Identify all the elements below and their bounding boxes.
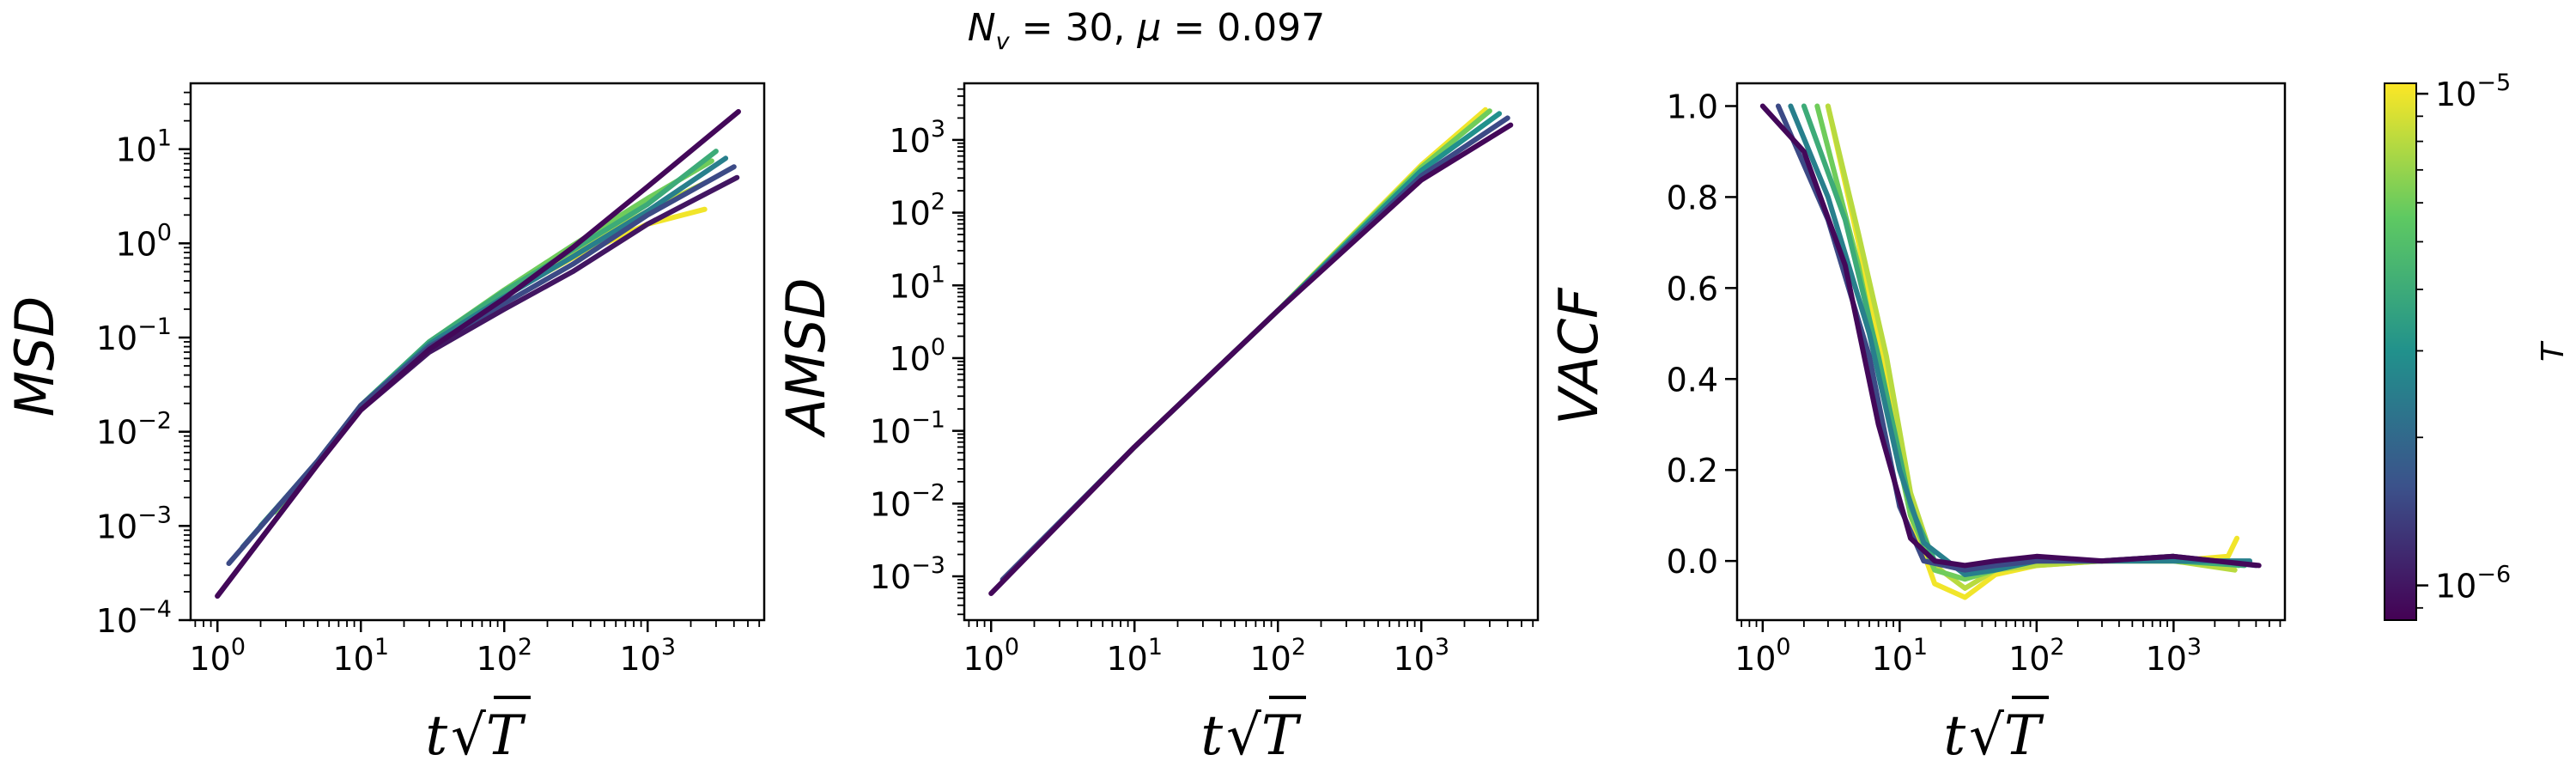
title-mu: μ [1136,6,1161,50]
vacf-xlabel: t√T [1943,704,2044,768]
x-tick-label: 100 [963,634,1019,678]
y-tick-label: 103 [889,116,945,160]
msd-lines [215,109,741,599]
series-line-4 [988,122,1514,596]
x-tick-label: 101 [1106,634,1163,678]
y-tick-label: 101 [889,261,945,305]
vacf-lines [1759,103,2262,600]
x-tick-label: 102 [1249,634,1306,678]
plot-frame [1735,82,2287,622]
series-line-0 [283,206,708,508]
series-line-5 [1776,103,2259,573]
series-line-1 [1825,103,2238,591]
colorbar: 10−5 10−6 T [2384,70,2571,621]
plot-frame [963,82,1540,622]
x-tick-label: 100 [189,634,246,678]
x-tick-label: 101 [332,634,389,678]
colorbar-tick-label: 10−5 [2435,70,2511,113]
amsd-xlabel: t√T [1200,704,1302,768]
y-tick-label: 10−3 [870,552,945,596]
x-tick-label: 100 [1735,634,1791,678]
msd-panel: 100 101 102 103 10−4 10−3 10−2 10−1 100 101 MSD t… [3,82,766,768]
series-line-4 [240,155,729,550]
title-eq1: = 30, [1010,6,1138,50]
y-tick-label: 10−1 [96,313,172,357]
y-tick-label: 0.2 [1667,452,1718,490]
x-tick-label: 101 [1872,634,1929,678]
x-tick-label: 103 [1393,634,1449,678]
title-n-sub: v [996,28,1011,55]
y-tick-label: 0.0 [1667,543,1718,581]
y-tick-label: 10−1 [870,407,945,451]
msd-xlabel: t√T [425,704,526,768]
msd-axes: 100 101 102 103 10−4 10−3 10−2 10−1 100 101 [96,82,766,678]
x-tick-label: 103 [2146,634,2202,678]
y-tick-label: 100 [115,219,172,263]
series-line-2 [1024,111,1503,557]
y-tick-label: 101 [115,125,172,169]
series-line-3 [258,149,719,529]
amsd-ylabel: AMSD [775,277,837,438]
vacf-panel: 100 101 102 103 0.0 0.2 0.4 0.6 0.8 1.0 VACF t√T [1547,82,2287,768]
amsd-panel: 100 101 102 103 10−3 10−2 10−1 100 101 102 103 AMS… [775,82,1540,768]
y-tick-label: 100 [889,334,945,378]
x-tick-label: 102 [2008,634,2065,678]
amsd-lines [988,107,1514,596]
series-line-5 [226,164,737,566]
series-line-7 [215,109,741,599]
colorbar-gradient [2384,82,2417,621]
msd-ylabel: MSD [3,296,66,417]
colorbar-label: T [2536,340,2571,362]
title-n: N [968,6,996,50]
y-tick-label: 1.0 [1667,88,1718,125]
x-tick-label: 103 [619,634,676,678]
y-tick-label: 10−3 [96,502,172,545]
y-tick-label: 10−4 [96,596,172,640]
title-eq2: = 0.097 [1161,6,1325,50]
y-tick-label: 102 [889,189,945,233]
y-tick-label: 10−2 [96,408,172,452]
vacf-axes: 100 101 102 103 0.0 0.2 0.4 0.6 0.8 1.0 [1667,82,2287,678]
colorbar-ticks: 10−5 10−6 [2416,70,2511,609]
y-tick-label: 0.8 [1667,179,1718,216]
series-line-3 [999,115,1510,582]
y-tick-label: 0.6 [1667,270,1718,307]
x-tick-label: 102 [476,634,532,678]
series-line-0 [1825,103,2240,600]
series-line-6 [215,174,740,599]
figure-title: Nv = 30, μ = 0.097 [968,6,1326,55]
series-line-6 [1759,103,2262,569]
amsd-axes: 100 101 102 103 10−3 10−2 10−1 100 101 102 103 [870,82,1540,678]
vacf-ylabel: VACF [1547,287,1610,425]
series-line-1 [283,179,710,508]
colorbar-tick-label: 10−6 [2435,562,2511,606]
y-tick-label: 10−2 [870,479,945,523]
y-tick-label: 0.4 [1667,361,1718,399]
